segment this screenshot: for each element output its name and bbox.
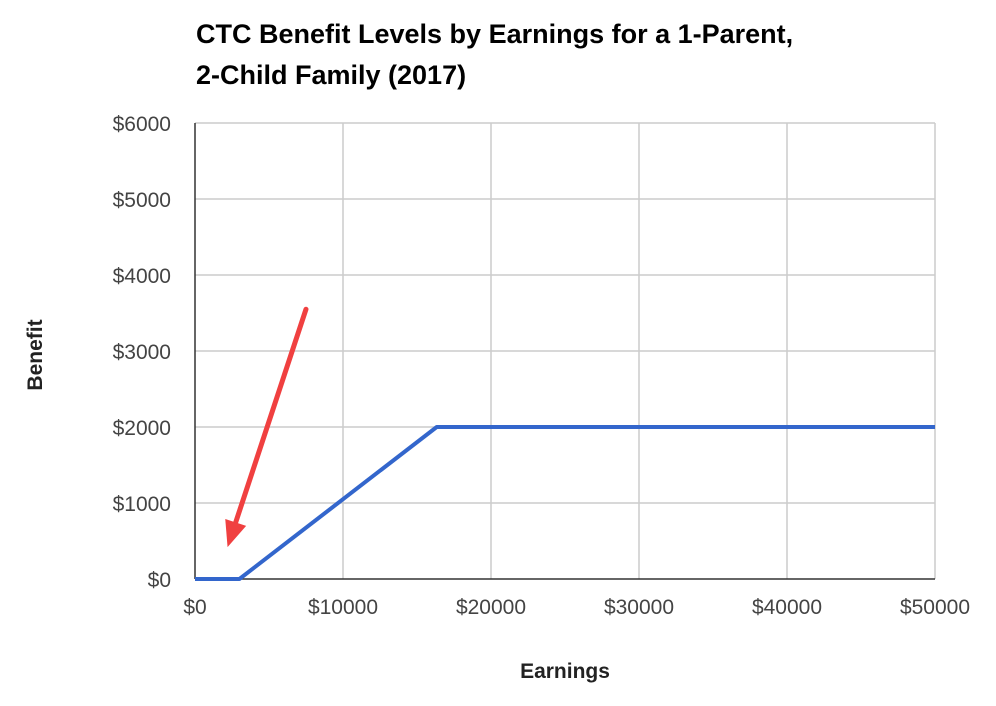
arrow-shaft: [233, 306, 309, 525]
chart-title-line-1: CTC Benefit Levels by Earnings for a 1-P…: [196, 19, 794, 49]
x-tick-labels: $0 $10000 $20000 $30000 $40000 $50000: [183, 596, 970, 619]
series-line: [195, 425, 935, 581]
y-tick-label: $1000: [113, 493, 171, 516]
x-tick-label: $30000: [604, 596, 674, 619]
y-tick-label: $0: [148, 569, 171, 592]
y-tick-label: $5000: [113, 189, 171, 212]
y-tick-label: $4000: [113, 265, 171, 288]
x-axis-label: Earnings: [520, 660, 610, 683]
series-group: [195, 425, 935, 581]
x-tick-label: $20000: [456, 596, 526, 619]
chart-title-line-2: 2-Child Family (2017): [196, 60, 467, 90]
annotations: [225, 306, 309, 548]
y-tick-label: $3000: [113, 341, 171, 364]
x-tick-label: $40000: [752, 596, 822, 619]
y-tick-label: $2000: [113, 417, 171, 440]
x-tick-label: $50000: [900, 596, 970, 619]
y-tick-labels: $0 $1000 $2000 $3000 $4000 $5000 $6000: [113, 113, 171, 592]
y-axis-label: Benefit: [24, 319, 47, 390]
axes: [194, 123, 935, 580]
x-tick-label: $10000: [308, 596, 378, 619]
grid-lines: [195, 122, 936, 579]
x-tick-label: $0: [183, 596, 206, 619]
arrow-head: [225, 518, 247, 548]
y-tick-label: $6000: [113, 113, 171, 136]
chart-title: CTC Benefit Levels by Earnings for a 1-P…: [196, 14, 956, 96]
